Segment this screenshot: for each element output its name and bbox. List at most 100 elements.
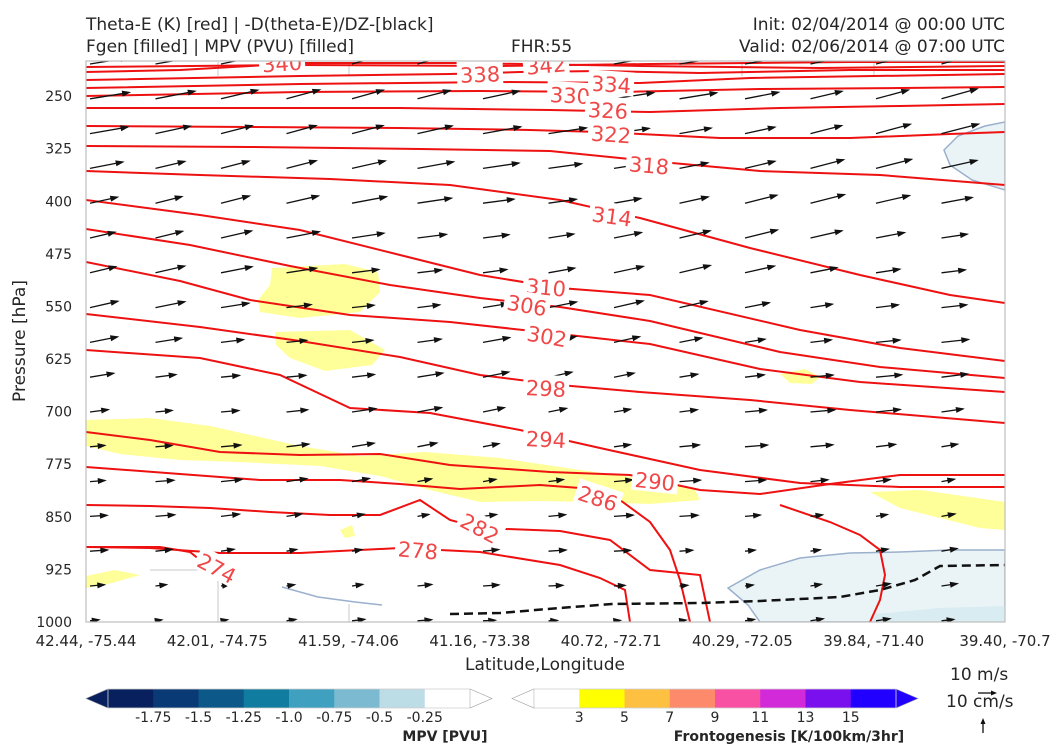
wind-arrow-head — [357, 617, 367, 622]
wind-arrow-head — [691, 442, 702, 449]
wind-arrow-head — [424, 582, 434, 589]
wind-arrow-head — [298, 373, 308, 380]
fgen-region-5 — [870, 490, 1005, 530]
wind-arrow-head — [356, 512, 366, 519]
y-tick-label: 400 — [45, 194, 72, 210]
wind-arrow-head — [299, 338, 309, 345]
wind-arrow-head — [164, 547, 174, 554]
contour-label-bg — [522, 424, 570, 452]
wind-arrow-head — [435, 371, 445, 378]
theta-e-line-290 — [86, 431, 1005, 496]
wind-arrow-head — [355, 582, 365, 589]
contour-label-text: 278 — [397, 537, 439, 564]
wind-arrow-head — [888, 442, 898, 449]
wind-arrow-head — [824, 302, 835, 309]
contour-label-text: 314 — [590, 202, 633, 231]
wind-arrow-head — [303, 302, 313, 309]
wind-arrow-head — [233, 442, 243, 449]
wind-arrow-head — [617, 582, 627, 589]
wind-arrow-head — [1014, 442, 1023, 448]
wind-arrow-head — [371, 267, 381, 274]
wind-arrow-head — [949, 581, 960, 588]
wind-arrow-head — [107, 230, 117, 237]
wind-arrow-head — [578, 126, 589, 132]
wind-arrow-head — [690, 372, 700, 379]
theta-e-line-322 — [86, 125, 1005, 139]
wind-arrow-head — [568, 197, 579, 204]
fgen-colorbar: 3 5 7 9 11 13 15 Frontogenesis [K/100km/3hr] — [511, 688, 919, 745]
wind-arrow-head — [1026, 268, 1035, 274]
wind-arrow-head — [702, 264, 713, 271]
wind-arrow-head — [690, 512, 700, 519]
wind-arrow-head — [827, 407, 837, 414]
wind-arrow-head — [902, 123, 913, 130]
x-tick-label: 40.29, -72.05 — [692, 632, 793, 650]
contour-label-338: 338 — [456, 61, 504, 88]
x-tick-label: 39.40, -70.7 — [959, 632, 1050, 650]
contour-label-text: 294 — [525, 427, 566, 453]
wind-arrow-head — [1014, 477, 1023, 483]
wind-arrow-head — [646, 90, 656, 97]
x-tick-label: 39.84, -71.40 — [823, 632, 924, 650]
wind-arrow-head — [376, 231, 386, 238]
wind-arrow-head — [1028, 302, 1037, 308]
colorbar-swatch — [153, 689, 199, 708]
contour-label-318: 318 — [625, 150, 674, 180]
contour-label-298: 298 — [522, 373, 570, 402]
mpv-region-1 — [943, 121, 1005, 191]
wind-arrow-head — [834, 90, 844, 96]
wind-arrow-head — [1027, 197, 1036, 203]
wind-arrow-head — [423, 477, 434, 484]
wind-arrow-head — [766, 264, 777, 271]
wind-arrow-head — [167, 512, 177, 519]
contour-label-326: 326 — [584, 95, 632, 124]
contour-label-340: 340 — [258, 61, 306, 77]
colorbar-tick-label: -1.0 — [275, 710, 302, 726]
wind-arrow-head — [747, 547, 758, 554]
wind-arrow-head — [354, 547, 364, 554]
colorbar-swatch — [715, 689, 761, 708]
contour-label-text: 318 — [628, 152, 670, 179]
contour-label-bg — [584, 95, 632, 123]
wind-arrow-head — [635, 299, 645, 306]
colorbar-swatch — [805, 689, 852, 708]
wind-arrow-head — [892, 337, 902, 344]
wind-arrow-head — [767, 160, 777, 166]
wind-arrow-head — [164, 408, 174, 415]
y-tick-label: 250 — [45, 89, 72, 105]
wind-arrow-head — [226, 547, 236, 554]
wind-arrow-head — [182, 124, 193, 131]
theta-e-line-330 — [86, 86, 1005, 97]
wind-arrow-head — [1017, 547, 1026, 553]
wind-arrow-head — [946, 617, 956, 622]
y-tick-label: 925 — [45, 562, 72, 578]
wind-arrow-head — [957, 267, 968, 274]
forecast-hour: FHR:55 — [511, 37, 573, 57]
wind-arrow-head — [894, 372, 904, 379]
wind-arrow-head — [121, 90, 132, 97]
wind-arrow-head — [361, 476, 372, 483]
wind-arrow-head — [960, 371, 970, 378]
fgen-colorbar-title: Frontogenesis [K/100km/3hr] — [674, 729, 904, 745]
plot-frame — [85, 60, 1006, 623]
wind-arrow-head — [813, 582, 824, 589]
wind-arrow-head — [366, 441, 377, 448]
wind-arrow — [1007, 620, 1016, 621]
contour-label-bg — [572, 478, 624, 516]
wind-arrow-head — [491, 547, 501, 554]
title-line-1: Theta-E (K) [red] | -D(theta-E)/DZ-[blac… — [86, 15, 434, 35]
wind-arrow-head — [97, 443, 107, 450]
wind-arrow-head — [568, 335, 578, 341]
wind-arrow-head — [622, 407, 633, 414]
wind-arrow-head — [502, 335, 512, 342]
wind-arrow-head — [946, 477, 957, 484]
contour-label-342: 342 — [521, 61, 570, 80]
contour-label-text: 298 — [525, 376, 566, 402]
wind-arrow-head — [747, 617, 757, 622]
wind-arrow-head — [703, 126, 713, 133]
contour-label-334: 334 — [587, 69, 635, 98]
wind-arrow-head — [566, 232, 576, 239]
mpv-region-4 — [870, 606, 1005, 622]
colorbar-tick-label: 9 — [711, 710, 720, 726]
